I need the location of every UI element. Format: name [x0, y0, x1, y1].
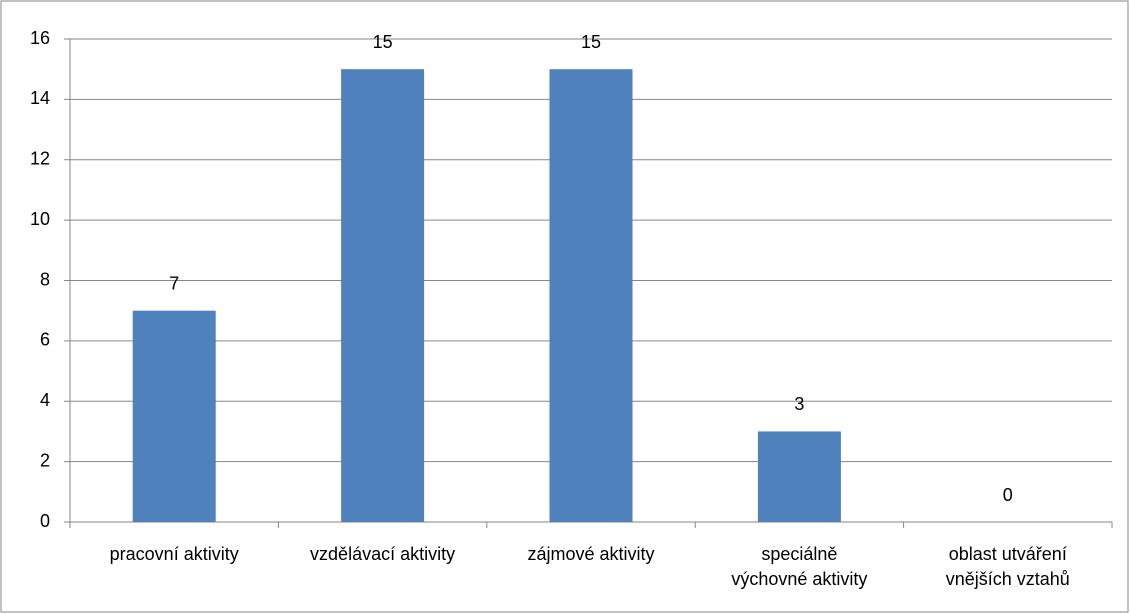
bar [549, 69, 633, 522]
x-tick-label: pracovní aktivity [109, 544, 239, 564]
x-tick-label: vzdělávací aktivity [310, 544, 456, 564]
bar [757, 431, 841, 522]
y-tick-label: 4 [40, 390, 50, 410]
y-tick-label: 2 [40, 450, 50, 470]
y-tick-label: 6 [40, 330, 50, 350]
bar [132, 310, 216, 522]
x-tick-label: speciálně výchovné aktivity [731, 544, 868, 589]
bar [341, 69, 425, 522]
x-tick-label: oblast utváření vnějších vztahů [945, 544, 1070, 589]
data-label: 15 [373, 32, 393, 52]
y-tick-label: 10 [30, 209, 50, 229]
y-tick-label: 16 [30, 28, 50, 48]
y-tick-label: 0 [40, 511, 50, 531]
y-tick-label: 8 [40, 269, 50, 289]
data-label: 0 [1003, 485, 1013, 505]
x-tick-label: zájmové aktivity [527, 544, 655, 564]
data-label: 3 [794, 394, 804, 414]
data-label: 15 [581, 32, 601, 52]
y-tick-label: 14 [30, 88, 50, 108]
data-label: 7 [169, 273, 179, 293]
y-tick-label: 12 [30, 149, 50, 169]
